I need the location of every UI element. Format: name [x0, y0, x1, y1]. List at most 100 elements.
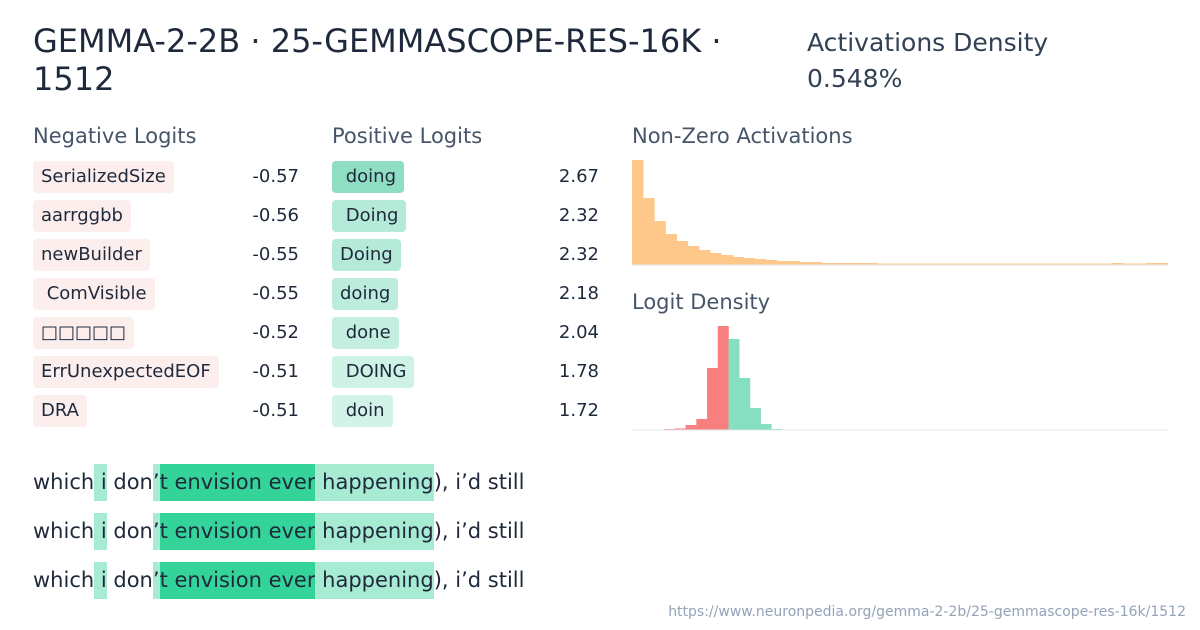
example-token: happening — [315, 513, 434, 550]
positive-value: 2.18 — [558, 283, 599, 304]
example-token: i — [94, 513, 107, 550]
histogram-bar — [721, 255, 733, 265]
example-token: still — [481, 519, 525, 543]
positive-token: done — [332, 317, 399, 349]
histogram-bar — [1067, 263, 1079, 265]
histogram-bar — [1101, 263, 1113, 265]
histogram-bar — [888, 263, 901, 265]
negative-token: DRA — [33, 395, 87, 427]
histogram-bar — [877, 263, 890, 265]
histogram-bar — [821, 263, 834, 265]
histogram-bar — [933, 263, 945, 265]
histogram-bar — [1123, 263, 1135, 265]
histogram-bar — [643, 198, 655, 265]
histogram-bar — [777, 261, 789, 265]
example-token: don — [106, 568, 153, 592]
histogram-bar — [900, 263, 912, 265]
negative-value: -0.51 — [252, 400, 299, 421]
positive-token: Doing — [332, 200, 407, 232]
example-token: ), — [433, 519, 449, 543]
negative-token: newBuilder — [33, 239, 150, 271]
negative-value: -0.57 — [252, 166, 299, 187]
histogram-bar — [955, 263, 968, 265]
histogram-bar — [1056, 263, 1068, 265]
histogram-bar — [833, 263, 845, 265]
example-token: envision — [167, 562, 262, 599]
negative-token: □□□□□ — [33, 317, 135, 349]
negative-value: -0.52 — [252, 322, 299, 343]
example-token: ever — [261, 513, 316, 550]
histogram-bar — [1022, 263, 1035, 265]
histogram-bar — [760, 424, 772, 430]
negative-value: -0.55 — [252, 283, 299, 304]
histogram-bar — [1000, 263, 1012, 265]
example-token: ), — [433, 470, 449, 494]
density-value: 0.548% — [807, 64, 903, 93]
positive-value: 1.78 — [558, 361, 599, 382]
histogram-bar — [754, 259, 767, 265]
histogram-bar — [922, 263, 934, 265]
example-token: ever — [261, 464, 316, 501]
example-token: still — [481, 470, 525, 494]
example-token: which — [33, 519, 95, 543]
example-token: i’d — [448, 568, 482, 592]
logit-density-header: Logit Density — [632, 290, 771, 314]
positive-token: doin — [332, 395, 393, 427]
positive-value: 2.67 — [558, 166, 599, 187]
histogram-bar — [799, 262, 811, 265]
example-token: don — [106, 470, 153, 494]
example-token: ever — [261, 562, 316, 599]
histogram-bar — [676, 241, 689, 265]
positive-header: Positive Logits — [332, 124, 483, 148]
example-token: i — [94, 464, 107, 501]
example-row: which i don’ t envision ever happening), … — [33, 562, 524, 599]
density-label: Activations Density — [807, 28, 1049, 57]
title: GEMMA-2-2B · 25-GEMMASCOPE-RES-16K · 151… — [33, 22, 722, 98]
histogram-bar — [944, 263, 957, 265]
histogram-bar — [1156, 263, 1169, 265]
histogram-bar — [788, 261, 800, 265]
example-token: i’d — [448, 519, 482, 543]
histogram-bar — [1112, 263, 1124, 265]
histogram-bar — [1089, 263, 1102, 265]
histogram-bar — [739, 378, 751, 430]
histogram-bar — [866, 263, 878, 265]
positive-token: doing — [332, 278, 399, 310]
negative-token: SerializedSize — [33, 161, 174, 193]
example-token: still — [481, 568, 525, 592]
histogram-bar — [674, 428, 686, 430]
example-token: ’ — [152, 513, 160, 550]
example-token: ’ — [152, 464, 160, 501]
negative-header: Negative Logits — [33, 124, 197, 148]
histogram-bar — [1145, 263, 1158, 265]
example-token: t — [159, 562, 168, 599]
histogram-bar — [1078, 263, 1091, 265]
histogram-bar — [844, 263, 856, 265]
positive-value: 2.32 — [558, 205, 599, 226]
histogram-bar — [654, 221, 666, 265]
example-row: which i don’ t envision ever happening), … — [33, 513, 524, 550]
histogram-bar — [978, 263, 990, 265]
example-token: don — [106, 519, 153, 543]
example-token: t — [159, 513, 168, 550]
example-token: happening — [315, 464, 434, 501]
histogram-bar — [687, 246, 700, 265]
histogram-bar — [855, 263, 867, 265]
example-token: i — [94, 562, 107, 599]
histogram-bar — [1011, 263, 1024, 265]
histogram-bar — [1034, 263, 1046, 265]
url[interactable]: https://www.neuronpedia.org/gemma-2-2b/2… — [668, 604, 1186, 620]
positive-token: DOING — [332, 356, 415, 388]
negative-token: aarrggbb — [33, 200, 131, 232]
example-token: i’d — [448, 470, 482, 494]
positive-token: Doing — [332, 239, 401, 271]
histogram-bar — [766, 260, 778, 265]
histogram-bar — [749, 408, 761, 430]
example-token: which — [33, 470, 95, 494]
example-token: envision — [167, 513, 262, 550]
negative-value: -0.55 — [252, 244, 299, 265]
histogram-bar — [1045, 263, 1057, 265]
negative-value: -0.56 — [252, 205, 299, 226]
histogram-bar — [685, 425, 697, 430]
